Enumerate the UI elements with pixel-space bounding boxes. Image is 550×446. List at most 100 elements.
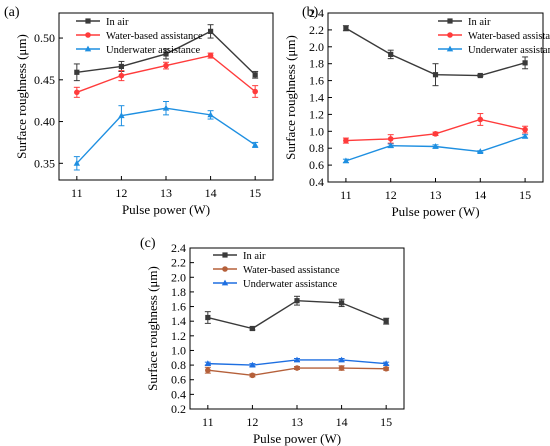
- data-point: [205, 314, 211, 321]
- x-tick-label: 11: [340, 188, 352, 202]
- legend-label: Underwater assistance: [243, 279, 338, 290]
- data-point: [294, 298, 300, 304]
- data-point: [477, 116, 484, 123]
- series-1: [342, 25, 529, 87]
- x-tick-label: 14: [336, 415, 348, 429]
- legend-marker: [222, 266, 228, 272]
- data-point: [338, 365, 345, 371]
- legend-marker: [447, 32, 453, 38]
- x-tick-label: 15: [249, 186, 261, 200]
- legend-item: Water-based assistance: [76, 31, 203, 42]
- data-point: [387, 142, 394, 149]
- legend-item: In air: [213, 251, 266, 262]
- series-line: [76, 54, 256, 93]
- y-tick-label: 0.6: [309, 158, 324, 172]
- y-tick-label: 1.2: [171, 329, 186, 343]
- data-point: [252, 72, 258, 78]
- data-point: [163, 51, 169, 57]
- data-point: [521, 132, 529, 139]
- data-point: [74, 89, 80, 96]
- data-point: [343, 25, 349, 31]
- data-point: [118, 72, 125, 79]
- legend-item: In air: [438, 17, 491, 28]
- data-point: [477, 72, 483, 79]
- series-1: [73, 24, 259, 82]
- legend-marker: [221, 279, 229, 286]
- data-point: [251, 141, 259, 148]
- x-tick-label: 11: [202, 415, 214, 429]
- x-tick-label: 12: [115, 186, 127, 200]
- x-tick-label: 13: [160, 186, 172, 200]
- y-tick-label: 0.4: [171, 387, 186, 401]
- data-point: [387, 136, 394, 142]
- data-point: [383, 318, 389, 324]
- legend-label: In air: [243, 251, 266, 262]
- legend-label: In air: [468, 17, 491, 28]
- data-point: [249, 361, 256, 368]
- y-tick-label: 1.0: [171, 343, 186, 357]
- legend-marker: [84, 45, 92, 52]
- data-point: [522, 60, 528, 66]
- data-point: [249, 325, 256, 332]
- y-tick-label: 0.45: [34, 73, 55, 87]
- legend-item: Underwater assistance: [76, 45, 201, 56]
- data-point: [432, 131, 439, 137]
- y-tick-label: 1.4: [309, 91, 324, 105]
- data-point: [118, 63, 125, 70]
- series-3: [342, 132, 529, 164]
- panel-label: (b): [302, 5, 319, 20]
- legend-label: Water-based assistance: [468, 31, 550, 42]
- x-tick-label: 14: [474, 188, 486, 202]
- y-tick-label: 2.0: [171, 270, 186, 284]
- y-tick-label: 0.2: [171, 402, 186, 416]
- series-2: [204, 365, 390, 379]
- y-axis-title: Surface roughness (μm): [145, 266, 160, 391]
- series-1: [204, 295, 390, 332]
- series-2: [73, 52, 259, 98]
- y-tick-label: 2.2: [309, 23, 324, 37]
- y-tick-label: 1.2: [309, 107, 324, 121]
- y-tick-label: 2.4: [309, 6, 324, 20]
- y-tick-label: 0.35: [34, 156, 55, 170]
- y-tick-label: 1.6: [171, 300, 186, 314]
- series-3: [73, 101, 259, 171]
- y-tick-label: 1.8: [309, 57, 324, 71]
- y-tick-label: 1.4: [171, 314, 186, 328]
- y-tick-label: 2.0: [309, 40, 324, 54]
- data-point: [388, 51, 394, 58]
- x-axis-title: Pulse power (W): [391, 204, 479, 219]
- data-point: [207, 28, 214, 34]
- y-tick-label: 2.2: [171, 256, 186, 270]
- data-point: [477, 148, 484, 154]
- data-point: [74, 69, 80, 75]
- x-tick-label: 11: [71, 186, 83, 200]
- legend-label: In air: [106, 17, 129, 28]
- data-point: [343, 137, 349, 144]
- data-point: [162, 104, 170, 111]
- y-tick-label: 1.6: [309, 74, 324, 88]
- data-point: [432, 143, 439, 149]
- x-tick-label: 12: [246, 415, 258, 429]
- legend-item: Underwater assistance: [213, 279, 338, 290]
- legend-label: Underwater assistance: [106, 45, 201, 56]
- y-tick-label: 0.8: [171, 358, 186, 372]
- series-3: [204, 356, 390, 368]
- x-tick-label: 12: [385, 188, 397, 202]
- data-point: [522, 126, 528, 133]
- legend-item: Water-based assistance: [213, 265, 340, 276]
- data-point: [249, 372, 256, 379]
- x-tick-label: 14: [205, 186, 217, 200]
- legend-marker: [446, 45, 454, 52]
- y-tick-label: 0.40: [34, 115, 55, 129]
- y-tick-label: 0.6: [171, 373, 186, 387]
- x-axis-title: Pulse power (W): [122, 202, 210, 217]
- x-tick-label: 13: [430, 188, 442, 202]
- data-point: [205, 367, 211, 374]
- series-line: [76, 107, 256, 164]
- x-tick-label: 15: [380, 415, 392, 429]
- y-tick-label: 1.8: [171, 285, 186, 299]
- panel-label: (a): [4, 5, 20, 20]
- data-point: [338, 356, 345, 363]
- chart-panel-3: (c) 0.20.40.60.81.01.21.41.61.82.02.22.4 1…: [140, 236, 405, 446]
- legend-label: Underwater assistance: [468, 45, 550, 56]
